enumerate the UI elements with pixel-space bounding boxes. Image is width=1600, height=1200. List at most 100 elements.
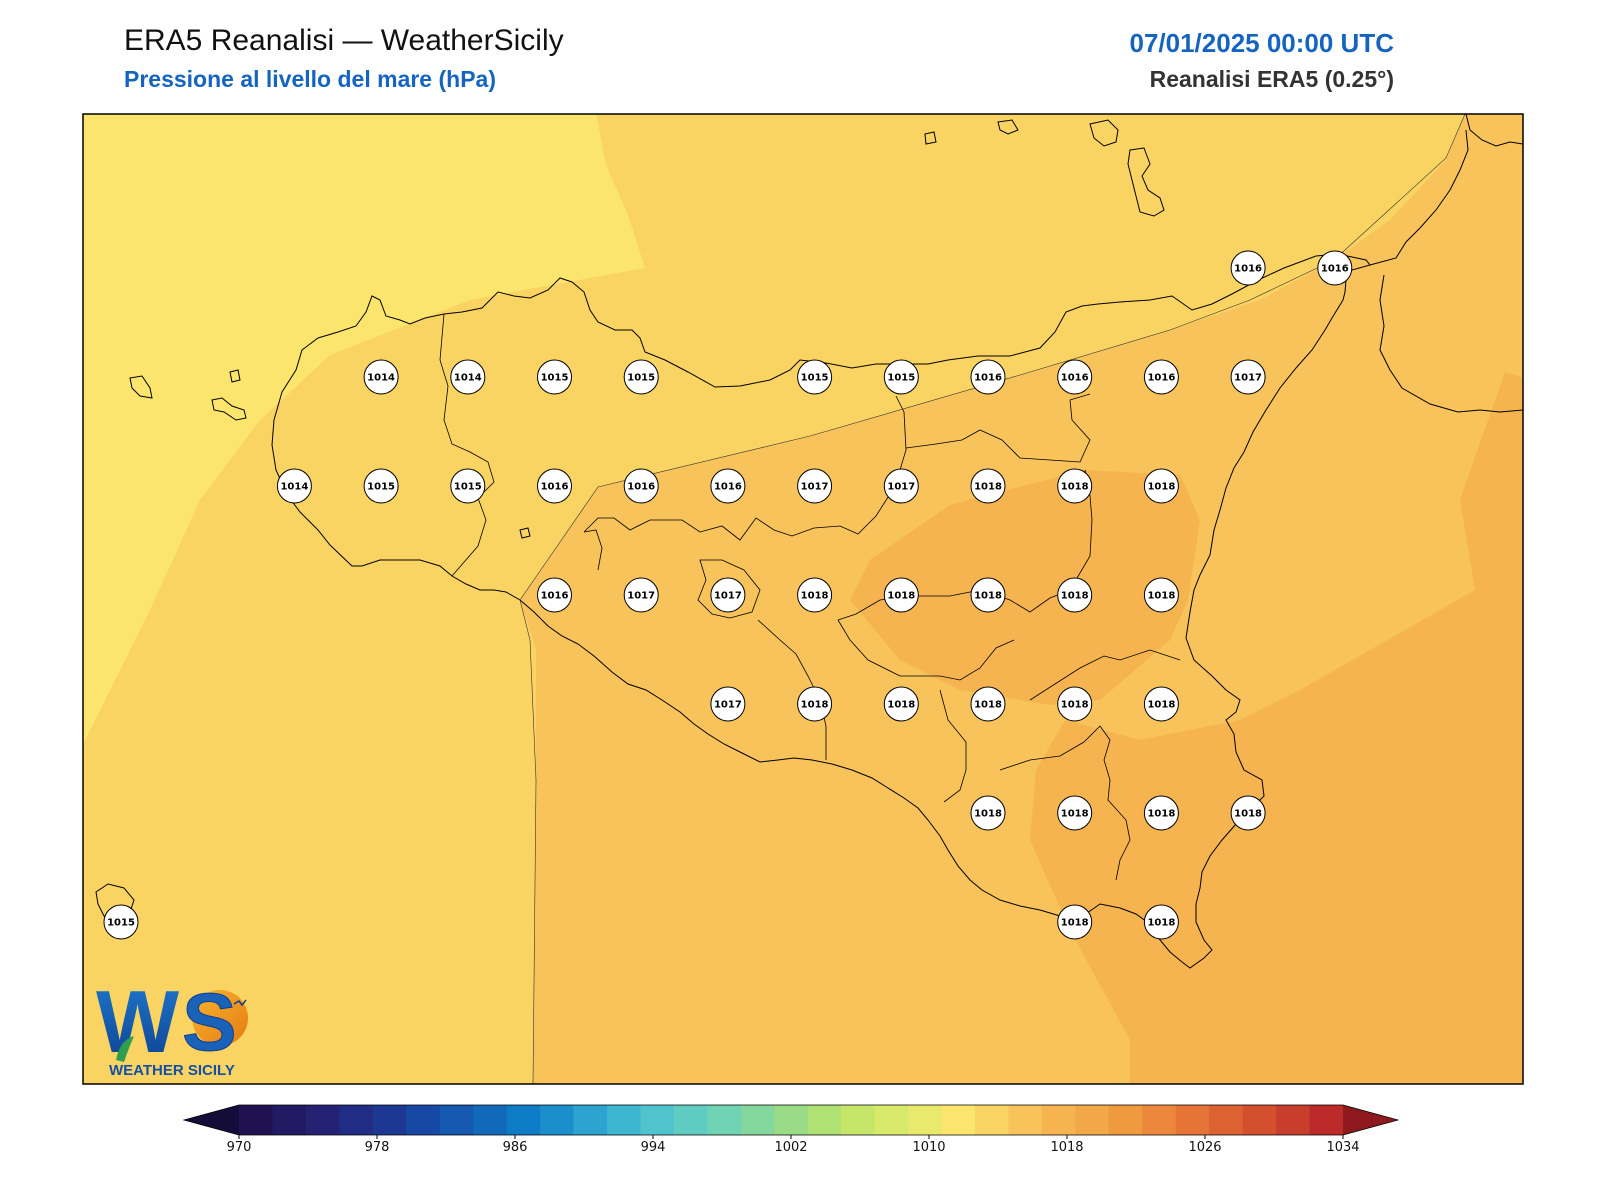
colorbar-swatch bbox=[1008, 1105, 1043, 1135]
station-value: 1018 bbox=[1061, 700, 1089, 711]
station-circle bbox=[797, 686, 833, 722]
colorbar-swatch bbox=[975, 1105, 1009, 1135]
station-circle bbox=[710, 468, 746, 504]
station-value: 1015 bbox=[627, 373, 655, 384]
colorbar-swatch bbox=[841, 1105, 876, 1135]
station-circle bbox=[797, 468, 833, 504]
station-marker: 1015 bbox=[623, 359, 659, 395]
station-circle bbox=[710, 577, 746, 613]
station-value: 1018 bbox=[1061, 809, 1089, 820]
station-marker: 1015 bbox=[363, 468, 399, 504]
station-marker: 1018 bbox=[883, 686, 919, 722]
map-frame bbox=[82, 113, 1524, 1085]
station-marker: 1018 bbox=[1057, 468, 1093, 504]
colorbar-swatch bbox=[1108, 1105, 1143, 1135]
logo-leaf-icon bbox=[116, 1036, 134, 1062]
isobar-fill-1017 bbox=[850, 470, 1200, 705]
station-circle bbox=[1230, 359, 1266, 395]
station-value: 1014 bbox=[367, 373, 395, 384]
colorbar-swatch bbox=[473, 1105, 508, 1135]
calabria-coast-north bbox=[1465, 114, 1523, 147]
station-marker: 1016 bbox=[970, 359, 1006, 395]
station-value: 1018 bbox=[1147, 591, 1175, 602]
station-marker: 1018 bbox=[970, 468, 1006, 504]
station-circle bbox=[970, 686, 1006, 722]
station-marker: 1018 bbox=[970, 795, 1006, 831]
colorbar: 970 978 986 994 1002 1010 1018 1026 1034 bbox=[182, 1104, 1400, 1155]
colorbar-tick-label: 978 bbox=[365, 1140, 390, 1155]
colorbar-swatch bbox=[272, 1105, 307, 1135]
colorbar-swatch bbox=[1075, 1105, 1110, 1135]
colorbar-tick-label: 1018 bbox=[1050, 1140, 1083, 1155]
colorbar-swatch bbox=[506, 1105, 541, 1135]
station-value: 1018 bbox=[1147, 918, 1175, 929]
station-circle bbox=[883, 686, 919, 722]
station-circle bbox=[1143, 904, 1179, 940]
ustica-coast bbox=[519, 527, 531, 539]
station-value: 1017 bbox=[1234, 373, 1262, 384]
station-circle bbox=[1230, 250, 1266, 286]
station-value: 1015 bbox=[454, 482, 482, 493]
station-value: 1014 bbox=[280, 482, 308, 493]
station-value: 1016 bbox=[714, 482, 742, 493]
colorbar-swatch bbox=[305, 1105, 340, 1135]
fir-boundary-lines bbox=[519, 114, 1466, 1084]
colorbar-swatch bbox=[1309, 1105, 1344, 1135]
station-marker: 1015 bbox=[537, 359, 572, 395]
station-value: 1017 bbox=[714, 591, 742, 602]
station-value: 1016 bbox=[541, 591, 569, 602]
station-circle bbox=[623, 359, 659, 395]
boundary-line bbox=[519, 114, 1466, 1084]
colorbar-swatch bbox=[439, 1105, 474, 1135]
station-circle bbox=[1057, 577, 1093, 613]
station-marker: 1015 bbox=[883, 359, 919, 395]
border-catania-siracusa-north bbox=[1029, 649, 1181, 701]
station-value: 1015 bbox=[367, 482, 395, 493]
station-circle bbox=[970, 795, 1006, 831]
station-marker: 1015 bbox=[103, 904, 139, 940]
colorbar-swatch bbox=[707, 1105, 742, 1135]
logo-mark-w: W bbox=[96, 972, 179, 1071]
colorbar-swatch bbox=[372, 1105, 407, 1135]
border-caltanissetta-ragusa bbox=[757, 619, 827, 760]
station-circle bbox=[1057, 468, 1093, 504]
station-circle bbox=[1057, 795, 1093, 831]
station-value: 1017 bbox=[627, 591, 655, 602]
station-value: 1018 bbox=[974, 591, 1002, 602]
map-subtitle: Pressione al livello del mare (hPa) bbox=[124, 66, 496, 92]
colorbar-swatch bbox=[1142, 1105, 1177, 1135]
station-marker: 1018 bbox=[1230, 795, 1266, 831]
station-circle bbox=[883, 577, 919, 613]
station-value: 1018 bbox=[887, 700, 915, 711]
stromboli-coast bbox=[1089, 119, 1119, 147]
station-value: 1015 bbox=[107, 918, 135, 929]
colorbar-tick-label: 986 bbox=[503, 1140, 528, 1155]
station-marker: 1018 bbox=[970, 686, 1006, 722]
station-circle bbox=[623, 577, 659, 613]
station-value: 1018 bbox=[887, 591, 915, 602]
station-marker: 1014 bbox=[276, 468, 312, 504]
station-circle bbox=[450, 468, 486, 504]
colorbar-swatch bbox=[1175, 1105, 1210, 1135]
colorbar-over-arrow bbox=[1343, 1105, 1398, 1135]
colorbar-tick-label: 1034 bbox=[1326, 1140, 1359, 1155]
station-marker: 1018 bbox=[1143, 795, 1179, 831]
alicudi-coast bbox=[924, 131, 937, 145]
colorbar-tick-label: 1010 bbox=[912, 1140, 945, 1155]
station-marker: 1018 bbox=[970, 577, 1006, 613]
station-value: 1018 bbox=[1061, 482, 1089, 493]
station-value: 1015 bbox=[801, 373, 829, 384]
station-marker: 1016 bbox=[623, 468, 659, 504]
station-circle bbox=[1317, 250, 1353, 286]
station-circle bbox=[883, 468, 919, 504]
favignana-coast bbox=[211, 397, 247, 421]
station-marker: 1018 bbox=[1143, 904, 1179, 940]
station-circle bbox=[1143, 468, 1179, 504]
colorbar-swatch bbox=[1242, 1105, 1277, 1135]
station-circle bbox=[537, 577, 572, 613]
station-circle bbox=[1143, 686, 1179, 722]
station-marker: 1018 bbox=[1143, 577, 1179, 613]
station-value: 1016 bbox=[1321, 264, 1349, 275]
colorbar-swatch bbox=[640, 1105, 675, 1135]
